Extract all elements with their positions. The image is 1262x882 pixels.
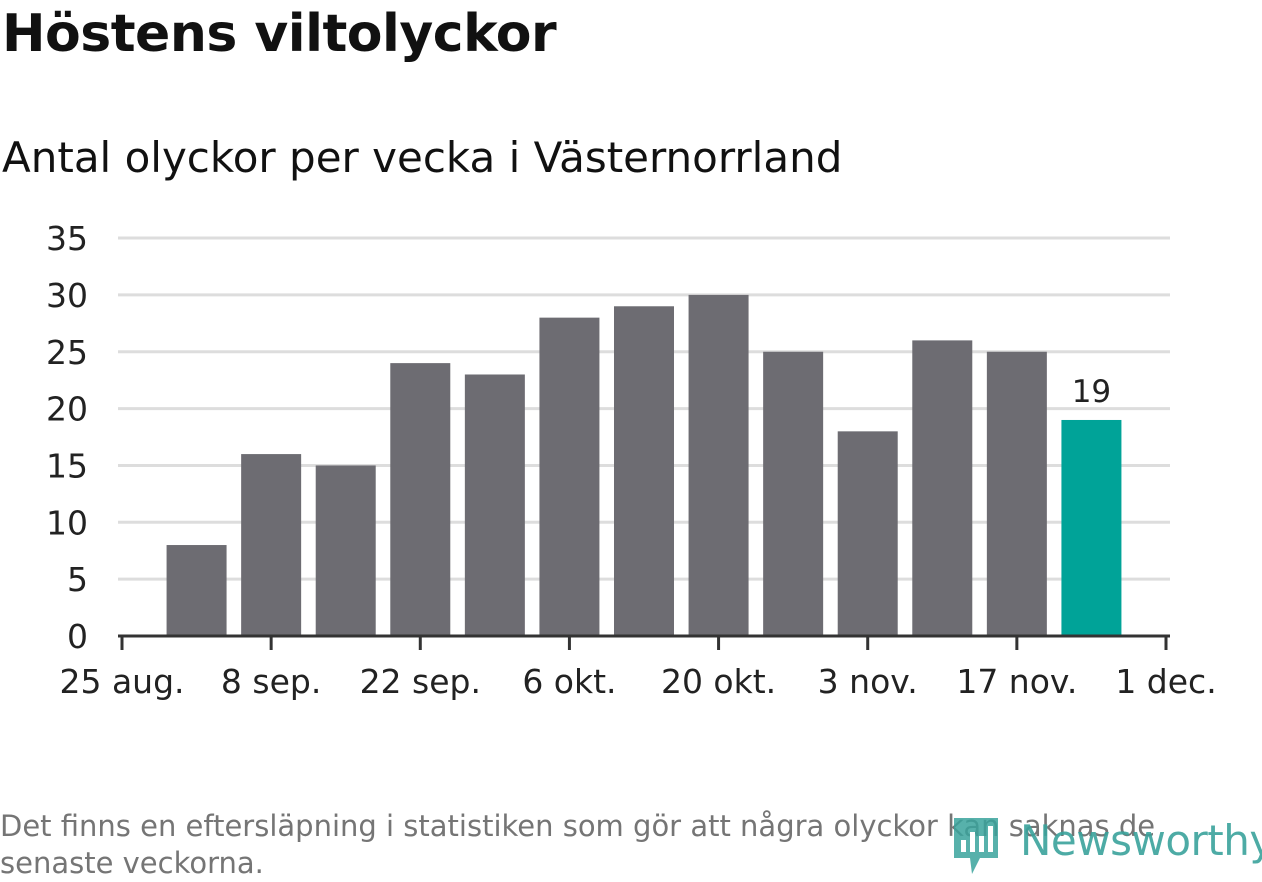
x-tick-label: 6 okt.: [522, 662, 616, 701]
bar: [166, 545, 227, 636]
x-tick-label: 1 dec.: [1115, 662, 1216, 701]
bar: [241, 454, 302, 636]
bar: [688, 294, 749, 636]
y-tick-label: 15: [46, 446, 88, 485]
y-tick-label: 35: [46, 219, 88, 258]
newsworthy-logo: Newsworthy: [950, 812, 1262, 878]
data-label: 19: [1072, 374, 1111, 410]
newsworthy-logo-text: Newsworthy: [1020, 816, 1262, 865]
bar: [614, 306, 674, 636]
x-tick-label: 8 sep.: [221, 662, 321, 701]
x-tick-label: 22 sep.: [360, 662, 481, 701]
bar-chart: 0 5 10 15 20 25 30 35 19 25 aug. 8 sep. 22 sep. 6 ok…: [46, 219, 1217, 701]
chart-title: Höstens viltolyckor: [2, 4, 557, 64]
bar: [837, 431, 898, 636]
bar: [464, 374, 525, 636]
bar: [986, 351, 1047, 636]
x-tick-label: 3 nov.: [818, 662, 918, 701]
y-tick-label: 0: [67, 617, 88, 656]
chart-subtitle: Antal olyckor per vecka i Västernorrland: [2, 133, 843, 182]
y-tick-label: 5: [67, 560, 88, 599]
x-tick-label: 20 okt.: [661, 662, 776, 701]
x-tick-label: 25 aug.: [59, 662, 184, 701]
x-tick-label: 17 nov.: [956, 662, 1077, 701]
y-tick-label: 20: [46, 390, 88, 429]
bar: [1061, 419, 1122, 636]
bar: [315, 465, 376, 636]
newsworthy-logo-icon: [954, 818, 998, 874]
bar: [390, 363, 451, 636]
bar: [539, 317, 600, 636]
y-tick-label: 25: [46, 333, 88, 372]
bar: [912, 340, 973, 636]
bar: [763, 351, 824, 636]
y-tick-label: 30: [46, 276, 88, 315]
y-tick-label: 10: [46, 503, 88, 542]
